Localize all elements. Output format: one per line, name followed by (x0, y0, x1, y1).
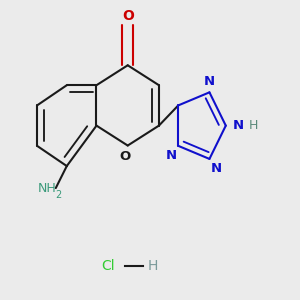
Text: N: N (233, 119, 244, 132)
Text: O: O (122, 9, 134, 23)
Text: N: N (210, 162, 221, 175)
Text: N: N (166, 149, 177, 162)
Text: O: O (119, 150, 130, 163)
Text: 2: 2 (56, 190, 62, 200)
Text: H: H (248, 119, 258, 132)
Text: NH: NH (38, 182, 57, 194)
Text: Cl: Cl (102, 259, 115, 273)
Text: N: N (204, 75, 215, 88)
Text: H: H (148, 259, 158, 273)
